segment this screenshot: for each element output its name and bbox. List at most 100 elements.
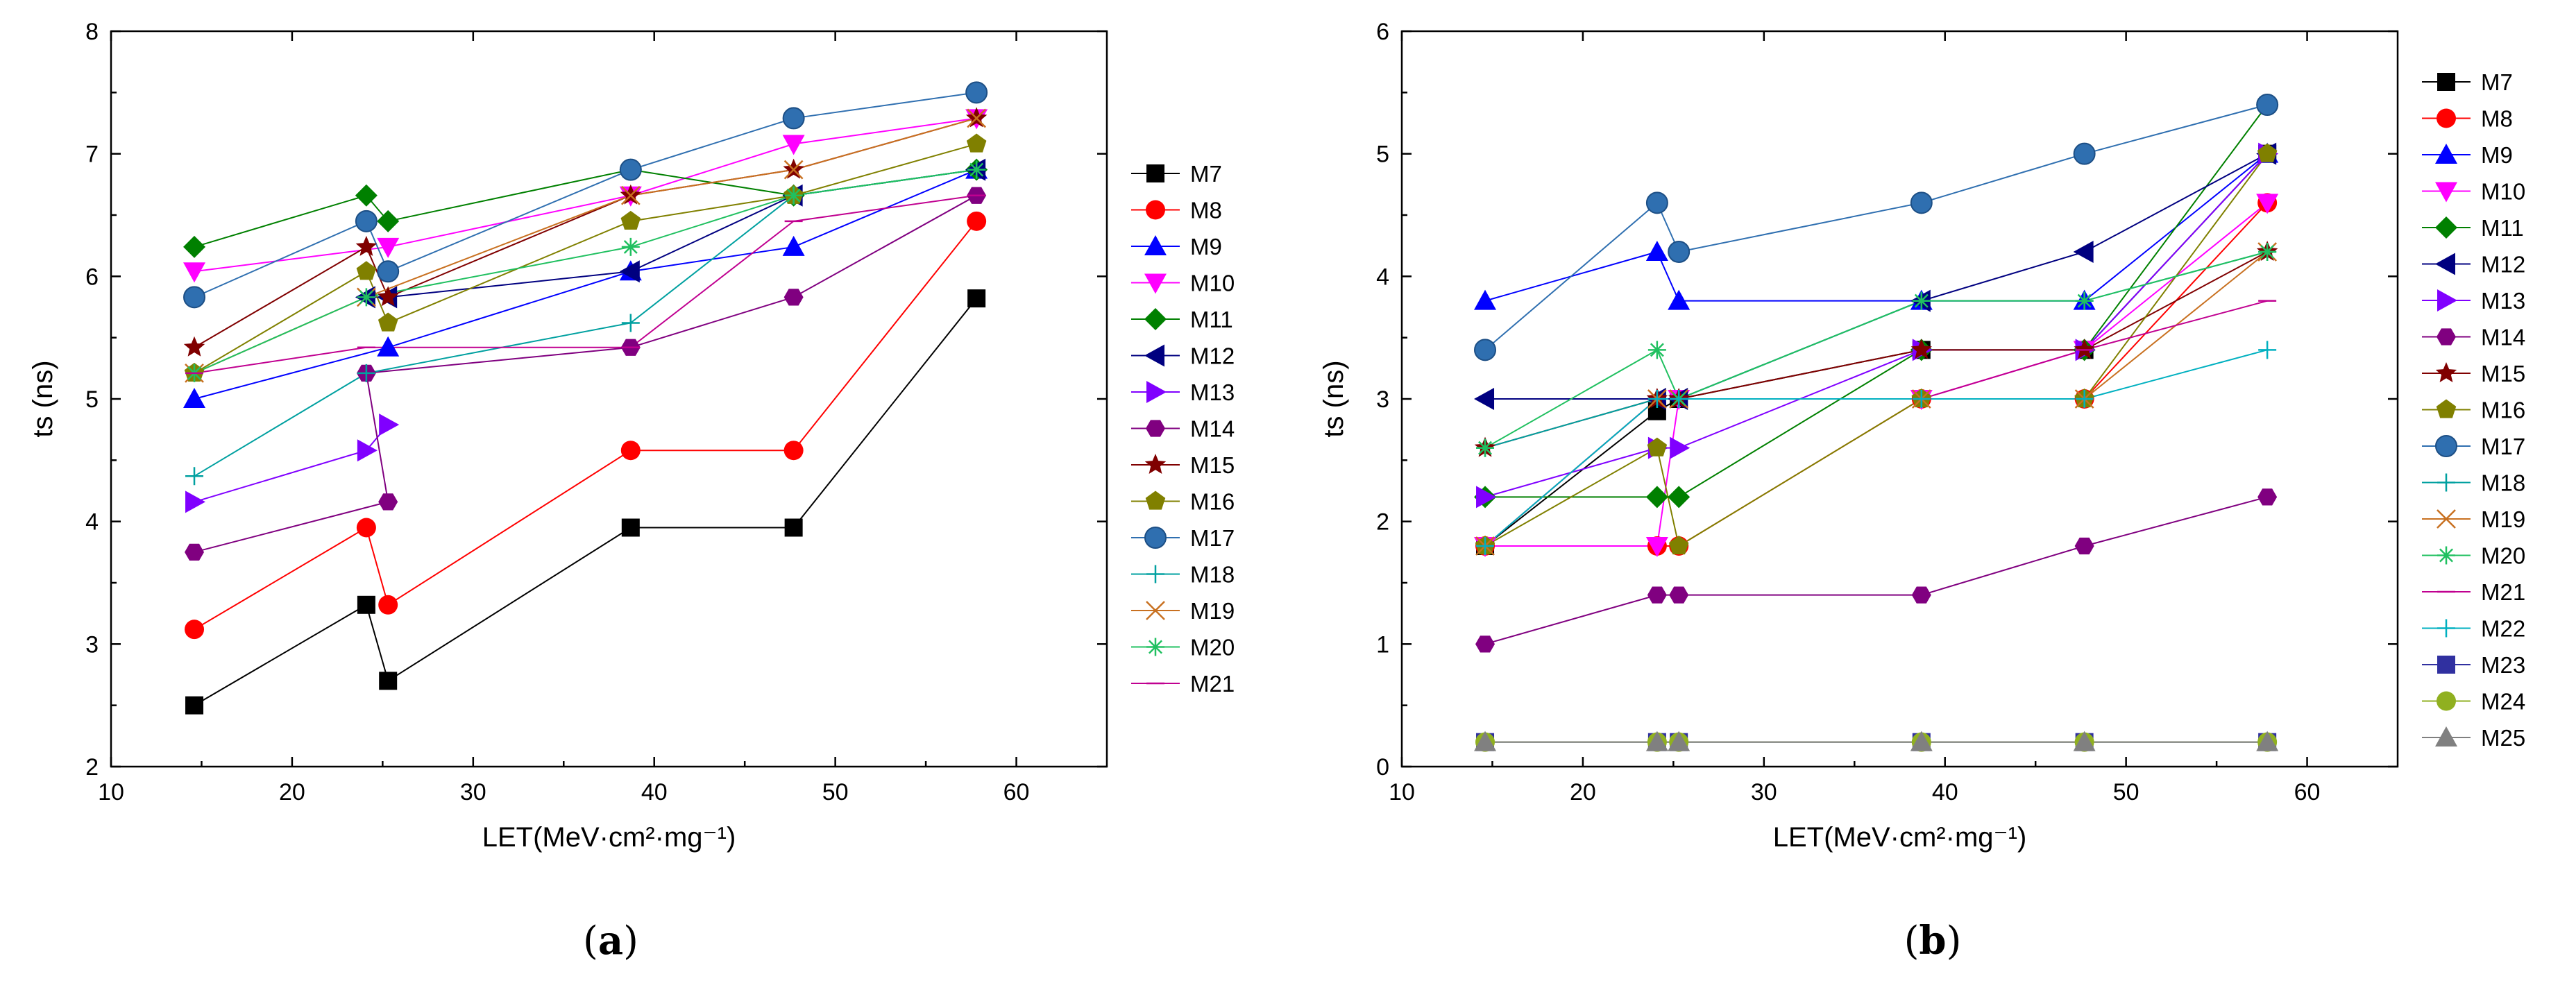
series-line-b-M18 [1484,251,2268,449]
legend-label-a-M19: M19 [1190,598,1235,624]
legend-marker-b-M24 [2437,691,2456,711]
data-point-a-M9-0 [183,388,206,408]
legend-marker-b-M9 [2435,144,2457,164]
data-point-a-M14-1 [378,493,398,511]
x-tick-label-b-5: 60 [2294,779,2321,805]
data-point-a-M20-4 [967,160,986,179]
series-line-b-M17 [1484,104,2268,351]
data-point-b-M11-1 [1645,486,1668,509]
legend-marker-b-M22 [2437,619,2455,638]
x-tick-label-b-3: 40 [1932,779,1958,805]
data-point-b-M14-2 [1669,586,1689,604]
data-point-b-M10-5 [2256,194,2279,214]
data-point-a-M8-0 [185,620,205,640]
legend-label-b-M25: M25 [2481,725,2525,751]
legend-marker-a-M16 [1145,490,1166,510]
x-tick-label-a-5: 60 [1003,779,1030,805]
x-tick-label-b-1: 20 [1570,779,1596,805]
legend-label-a-M18: M18 [1190,562,1235,588]
data-point-a-M15-0 [183,336,205,357]
legend-label-b-M13: M13 [2481,288,2525,314]
data-point-b-M25-2 [1668,731,1690,751]
data-point-a-M8-4 [783,441,804,461]
series-group-b [1474,94,2279,752]
x-tick-label-b-0: 10 [1389,779,1415,805]
data-point-b-M17-1 [1645,191,1668,214]
data-point-a-M7-1 [357,595,375,614]
legend-marker-b-M23 [2437,656,2455,674]
data-point-b-M14-0 [1475,635,1495,653]
data-point-a-M16-2 [378,312,398,332]
data-point-a-M11-0 [183,235,206,258]
data-point-b-M17-2 [1668,241,1690,263]
data-point-a-M16-1 [356,261,377,280]
legend-label-a-M9: M9 [1190,234,1222,259]
caption-a: (a) [583,918,638,964]
legend-label-b-M19: M19 [2481,506,2525,532]
data-point-a-M18-0 [185,467,204,486]
data-point-b-M9-2 [1668,289,1690,310]
legend-label-a-M8: M8 [1190,198,1222,223]
legend-marker-b-M15 [2435,362,2457,382]
data-point-a-M18-1 [357,364,375,382]
legend-marker-a-M15 [1144,454,1167,474]
legend-label-b-M24: M24 [2481,689,2525,715]
series-line-a-M8 [194,221,977,630]
data-point-a-M15-1 [355,235,378,256]
data-point-b-M16-2 [1668,536,1689,555]
data-point-a-M17-3 [619,158,642,181]
data-point-a-M8-1 [356,518,376,538]
legend-label-a-M10: M10 [1190,271,1235,296]
data-point-b-M20-4 [2075,291,2094,310]
legend-marker-a-M10 [1144,273,1167,294]
data-point-a-M13-0 [185,490,206,513]
y-tick-label-a-6: 8 [85,19,99,45]
y-tick-label-a-0: 2 [85,754,99,780]
y-tick-label-b-2: 2 [1376,509,1389,536]
y-axis-title-a: ts (ns) [28,360,58,437]
y-axis-title-b: ts (ns) [1319,360,1349,437]
legend-label-b-M12: M12 [2481,252,2525,278]
legend-marker-b-M20 [2437,546,2455,565]
data-point-b-M12-0 [1474,388,1495,410]
data-point-b-M17-5 [2256,94,2279,116]
x-axis-title-a: LET(MeV·cm²·mg⁻¹) [482,822,736,853]
legend-marker-a-M13 [1146,381,1167,403]
data-point-a-M11-2 [377,210,400,232]
legend-marker-b-M17 [2435,435,2457,457]
data-point-a-M17-1 [355,210,378,232]
legend-marker-a-M8 [1146,200,1165,220]
data-point-b-M25-0 [1474,731,1497,751]
data-point-a-M14-4 [783,289,804,306]
legend-label-a-M12: M12 [1190,343,1235,369]
data-point-b-M25-1 [1645,731,1668,751]
legend-marker-b-M13 [2437,289,2457,312]
y-tick-label-a-4: 6 [85,264,99,290]
x-axis-title-b: LET(MeV·cm²·mg⁻¹) [1773,822,2027,853]
series-line-b-M15 [1484,251,2268,449]
data-point-b-M16-1 [1647,437,1668,457]
data-point-a-M20-3 [784,186,803,205]
legend-label-b-M22: M22 [2481,616,2525,642]
data-point-a-M7-4 [784,518,803,537]
legend-label-b-M18: M18 [2481,470,2525,496]
data-point-a-M17-4 [782,107,805,130]
legend-marker-a-M14 [1146,420,1165,437]
data-point-b-M25-4 [2073,731,2096,751]
data-point-b-M14-5 [2257,488,2278,506]
legend-marker-b-M25 [2435,726,2457,747]
caption-b: (b) [1904,918,1962,964]
legend-label-b-M20: M20 [2481,543,2525,569]
legend-label-a-M13: M13 [1190,379,1235,405]
data-point-a-M13-2 [379,413,400,436]
data-point-b-M12-4 [2073,241,2094,263]
data-point-b-M22-4 [2075,390,2094,408]
data-point-b-M17-0 [1474,339,1497,361]
legend-marker-a-M17 [1144,527,1167,549]
y-tick-label-b-0: 0 [1376,754,1389,780]
x-tick-label-a-3: 40 [641,779,668,805]
series-line-a-M7 [194,298,977,706]
data-point-b-M22-0 [1476,537,1495,555]
data-point-b-M20-5 [2258,243,2277,261]
legend-label-b-M10: M10 [2481,179,2525,205]
